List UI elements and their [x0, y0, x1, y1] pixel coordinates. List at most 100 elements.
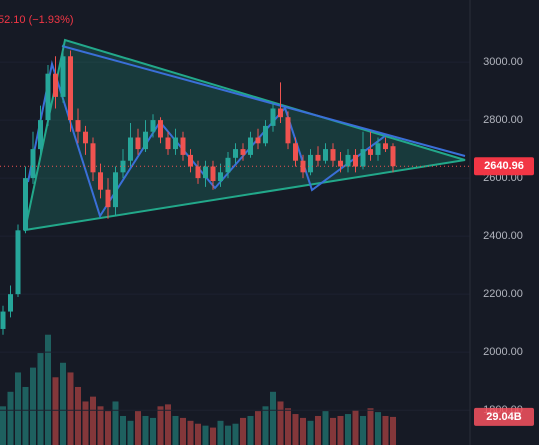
volume-bar [240, 417, 246, 445]
candle-body [113, 172, 118, 208]
y-tick-label: 3000.00 [483, 56, 523, 68]
volume-bar [382, 415, 389, 445]
candle-body [38, 120, 43, 150]
zigzag-drawing [27, 60, 386, 219]
candle-body [15, 230, 21, 295]
volume-label-box [474, 407, 534, 426]
volume-bar [262, 406, 269, 445]
candle-body [263, 125, 268, 144]
y-tick-label: 2000.00 [483, 346, 523, 358]
y-tick-label: 2200.00 [483, 288, 523, 300]
candle-body [375, 143, 381, 155]
candle-body [225, 157, 231, 173]
candle-layer [0, 44, 470, 335]
candle-body [330, 149, 336, 161]
volume-bar [60, 362, 66, 445]
candle-body [383, 143, 388, 150]
volume-bar [67, 372, 74, 445]
candle-body [345, 154, 351, 167]
volume-bar [330, 417, 336, 445]
volume-bar [30, 367, 36, 445]
candle-body [233, 149, 238, 158]
volume-bar [367, 408, 374, 445]
volume-layer [0, 334, 396, 445]
candle-body [323, 149, 328, 161]
candle-body [368, 149, 373, 155]
candle-body [0, 311, 6, 329]
volume-bar [90, 396, 96, 445]
volume-bar [37, 353, 44, 445]
candle-body [135, 137, 141, 150]
volume-bar [270, 391, 276, 445]
candle-body [353, 154, 358, 167]
volume-bar [135, 411, 141, 445]
volume-bar [172, 415, 179, 445]
candle-body [180, 137, 186, 155]
volume-bar [52, 377, 59, 445]
candle-body [300, 160, 306, 173]
volume-bar [82, 401, 89, 445]
candle-body [360, 149, 366, 167]
change-label: 52.10 (−1.93%) [0, 14, 74, 26]
candle-body [98, 172, 103, 190]
volume-bar [285, 408, 291, 445]
candle-body [83, 131, 88, 144]
volume-bar [277, 401, 284, 445]
candle-body [120, 160, 126, 173]
volume-bar [165, 404, 171, 445]
volume-bar [120, 415, 126, 445]
candle-body [255, 137, 261, 144]
candle-body [315, 154, 321, 161]
volume-bar [142, 415, 149, 445]
volume-bar [352, 410, 359, 445]
candle-body [60, 56, 66, 97]
candle-body [158, 120, 163, 138]
candle-body [75, 120, 81, 132]
volume-bar [292, 414, 299, 445]
volume-bar [225, 425, 231, 445]
last-price-box [474, 157, 534, 176]
last-price-label: 2640.96 [484, 160, 524, 172]
y-tick-label: 2400.00 [483, 230, 523, 242]
volume-bar [22, 386, 29, 445]
candle-body [165, 137, 171, 150]
volume-bar [105, 411, 111, 445]
candle-body [8, 294, 13, 312]
candle-body [128, 137, 133, 161]
volume-bar [202, 425, 209, 445]
candle-body [210, 166, 216, 182]
candle-body [143, 131, 148, 150]
candle-body [203, 166, 208, 179]
volume-bar [390, 416, 396, 445]
volume-bar [247, 415, 254, 445]
candle-body [150, 120, 156, 132]
candle-body [195, 166, 201, 179]
candle-body [248, 137, 253, 155]
volume-bar [232, 423, 239, 445]
candle-body [53, 73, 58, 97]
candle-body [390, 146, 396, 167]
candle-body [68, 56, 73, 121]
volume-bar [337, 415, 344, 445]
volume-bar [255, 411, 261, 445]
volume-bar [180, 417, 186, 445]
volume-bar [300, 417, 306, 445]
volume-bar [360, 415, 366, 445]
candle-body [270, 108, 276, 126]
axis-layer: 3000.002800.002600.002400.002200.002000.… [474, 56, 534, 426]
volume-bar [15, 372, 21, 445]
volume-bar [345, 414, 351, 445]
volume-bar [210, 427, 216, 445]
candle-body [293, 143, 298, 161]
candle-body [308, 154, 313, 173]
candle-body [240, 149, 246, 155]
candle-body [23, 178, 28, 231]
volume-bar [45, 334, 51, 445]
candle-body [90, 143, 96, 173]
volume-bar [307, 420, 314, 445]
candle-body [173, 137, 178, 150]
volume-label: 29.04B [486, 411, 522, 423]
candle-body [278, 108, 283, 118]
